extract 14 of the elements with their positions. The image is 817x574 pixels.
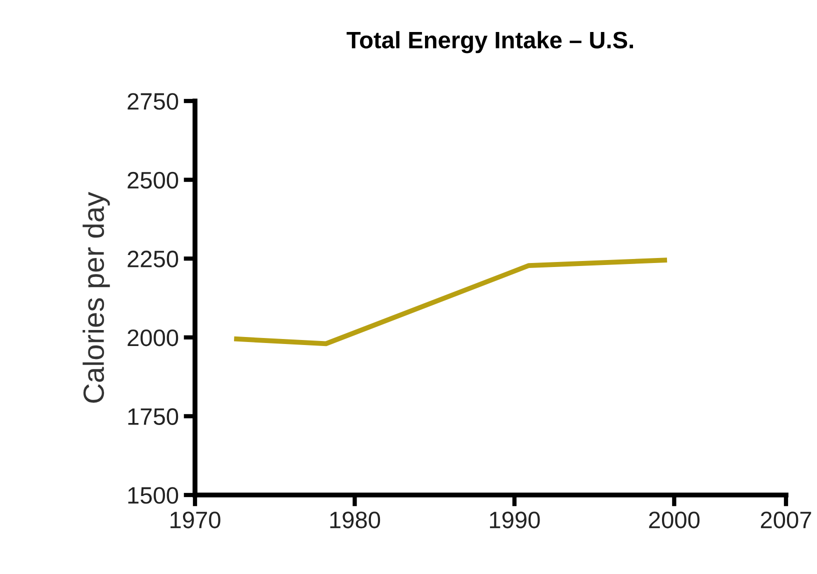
chart-title: Total Energy Intake – U.S. — [346, 31, 633, 54]
y-tick-label: 2750 — [128, 93, 178, 110]
y-tick-label: 2000 — [128, 329, 178, 346]
x-tick-label: 1970 — [170, 512, 220, 528]
y-tick-label: 1500 — [128, 487, 178, 504]
y-axis-title: Calories per day — [82, 192, 110, 403]
line-series — [234, 258, 668, 346]
x-tick-label: 2007 — [760, 512, 812, 528]
x-tick-label: 1980 — [330, 512, 380, 528]
y-tick-label: 2250 — [128, 250, 178, 268]
y-tick-label: 2500 — [128, 172, 178, 189]
x-tick-label: 1990 — [490, 512, 540, 528]
y-tick-label: 1750 — [128, 408, 178, 425]
x-tick-label: 2000 — [649, 512, 700, 528]
